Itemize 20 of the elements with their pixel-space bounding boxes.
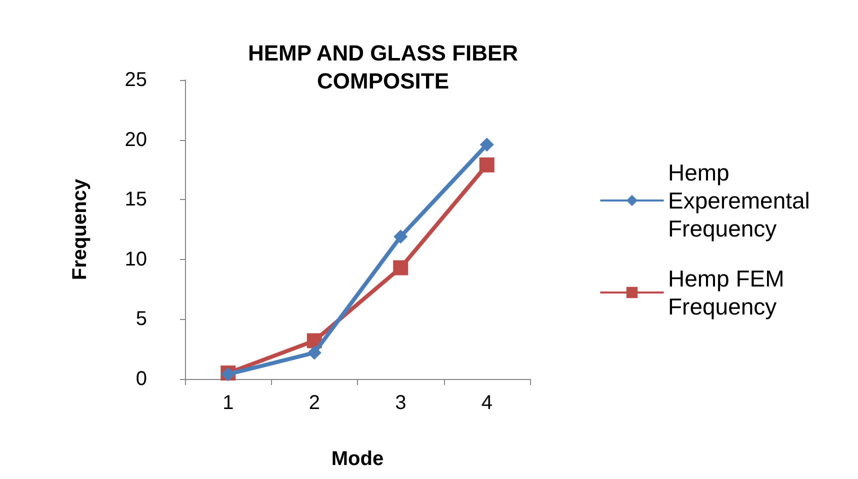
y-tick-label: 15 [124,188,147,211]
point [480,138,494,152]
y-tick-label: 5 [136,308,147,330]
y-tick-label: 0 [136,368,147,390]
x-axis-title: Mode [331,448,384,470]
point [307,346,322,360]
x-tick-label: 1 [222,392,234,414]
y-tick-label: 25 [124,69,147,91]
point [393,260,408,276]
x-tick-label: 3 [395,392,406,414]
point [394,230,408,244]
y-tick-label: 20 [124,128,147,151]
chart-title: HEMP AND GLASS FIBER COMPOSITE [248,40,518,94]
legend-label: Hemp Experemental Frequency [668,160,816,242]
point [479,157,494,172]
y-tick-label: 10 [124,248,147,270]
x-tick-label: 4 [481,392,492,414]
y-axis-title: Frequency [69,178,91,280]
x-tick-label: 2 [308,392,320,414]
legend-label: Hemp FEM Frequency [668,266,791,320]
